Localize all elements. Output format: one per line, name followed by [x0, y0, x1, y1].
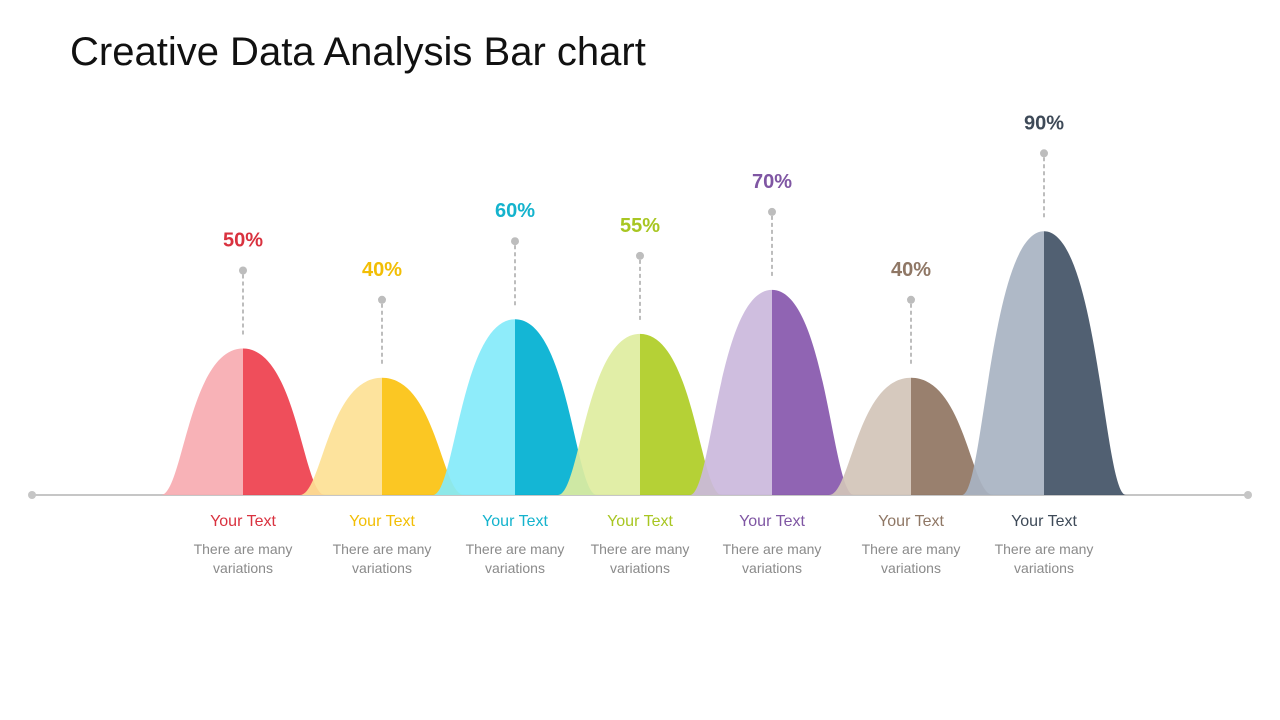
bar [829, 377, 993, 495]
bar [962, 231, 1126, 496]
bar [690, 289, 854, 495]
bar-left-half [829, 377, 911, 495]
bar [300, 377, 464, 495]
category-description: There are many variations [193, 541, 293, 576]
value-label: 90% [1024, 112, 1064, 134]
bar-left-half [558, 333, 640, 495]
bar-left-half [161, 348, 243, 495]
category-label-block: Your Text There are many variations [702, 513, 842, 578]
chart-title: Creative Data Analysis Bar chart [70, 30, 646, 74]
category-label-block: Your Text There are many variations [312, 513, 452, 578]
bar-right-half [911, 377, 993, 495]
axis-end-right [1244, 491, 1252, 499]
leader-dot [907, 295, 915, 304]
leader-dot [636, 251, 644, 260]
category-label: Your Text [739, 513, 805, 530]
bar-left-half [300, 377, 382, 495]
category-description: There are many variations [590, 541, 690, 576]
value-label: 55% [620, 215, 660, 237]
value-label: 70% [752, 171, 792, 193]
bar-right-half [1044, 231, 1126, 496]
category-description: There are many variations [994, 541, 1094, 576]
category-label-block: Your Text There are many variations [445, 513, 585, 578]
category-label: Your Text [1011, 513, 1077, 530]
bar [433, 319, 597, 495]
category-description: There are many variations [861, 541, 961, 576]
bar-right-half [515, 319, 597, 495]
category-label-block: Your Text There are many variations [570, 513, 710, 578]
category-description: There are many variations [465, 541, 565, 576]
bar-right-half [640, 333, 722, 495]
category-label-block: Your Text There are many variations [974, 513, 1114, 578]
value-label: 40% [362, 259, 402, 281]
category-label: Your Text [482, 513, 548, 530]
bar-right-half [772, 289, 854, 495]
bar [558, 333, 722, 495]
value-label: 40% [891, 259, 931, 281]
category-label: Your Text [210, 513, 276, 530]
value-label: 60% [495, 200, 535, 222]
category-label: Your Text [878, 513, 944, 530]
leader-dot [511, 237, 519, 246]
category-description: There are many variations [332, 541, 432, 576]
leader-dot [1040, 149, 1048, 158]
leader-dot [378, 295, 386, 304]
bar [161, 348, 325, 495]
axis-end-left [28, 491, 36, 499]
category-label-block: Your Text There are many variations [841, 513, 981, 578]
bar-right-half [243, 348, 325, 495]
bar-left-half [690, 289, 772, 495]
category-label: Your Text [349, 513, 415, 530]
category-label-block: Your Text There are many variations [173, 513, 313, 578]
bars [161, 231, 1126, 496]
category-description: There are many variations [722, 541, 822, 576]
value-label: 50% [223, 230, 263, 252]
leader-dot [239, 266, 247, 275]
bar-left-half [433, 319, 515, 495]
bar-right-half [382, 377, 464, 495]
category-label: Your Text [607, 513, 673, 530]
bar-left-half [962, 231, 1044, 496]
leader-dot [768, 207, 776, 216]
